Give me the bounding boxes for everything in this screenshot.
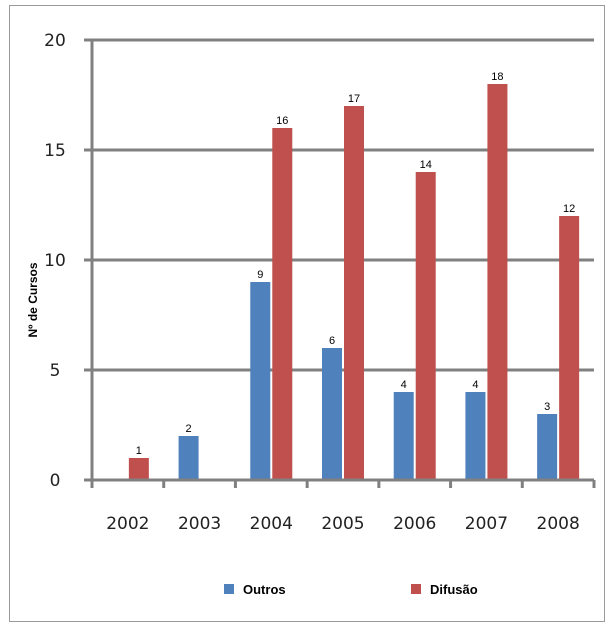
x-axis-ticks: 2002 2003 2004 2005 2006 2007 2008: [90, 480, 596, 534]
data-label: 6: [329, 335, 335, 347]
y-tick-label: 5: [50, 361, 61, 381]
bars: [128, 84, 580, 480]
bar-difusao: [559, 216, 580, 480]
bar-difusao: [344, 106, 364, 480]
legend: Outros Difusão: [224, 582, 478, 597]
y-tick-label: 0: [50, 471, 61, 491]
data-label: 9: [257, 269, 263, 281]
bar-outros: [393, 392, 414, 480]
legend-swatch-difusao: [411, 584, 421, 594]
y-axis-label: Nº de Cursos: [26, 262, 40, 337]
gridlines: [92, 38, 594, 372]
data-label: 4: [472, 379, 478, 391]
data-label: 14: [420, 159, 432, 171]
data-label: 18: [491, 71, 503, 83]
legend-label-difusao: Difusão: [430, 582, 478, 597]
data-label: 4: [401, 379, 407, 391]
data-label: 16: [276, 115, 288, 127]
data-label: 2: [186, 423, 192, 435]
y-axis-ticks: 0 5 10 15 20: [44, 31, 92, 491]
x-tick-label: 2004: [250, 514, 293, 534]
bar-difusao: [128, 458, 149, 480]
data-label: 3: [544, 401, 550, 413]
bar-outros: [465, 392, 486, 480]
x-tick-label: 2006: [393, 514, 436, 534]
legend-swatch-outros: [224, 584, 234, 594]
x-tick-label: 2005: [321, 514, 364, 534]
x-tick-label: 2002: [106, 514, 149, 534]
x-tick-label: 2008: [537, 514, 580, 534]
bar-difusao: [415, 172, 436, 480]
data-label: 17: [348, 93, 360, 105]
bar-outros: [537, 414, 558, 480]
data-label: 12: [563, 203, 575, 215]
bar-outros: [250, 282, 271, 480]
data-labels: 2 9 6 4 4 3 1 16 17 14 18 12: [136, 71, 575, 457]
bar-outros: [322, 348, 342, 480]
bar-difusao: [487, 84, 508, 480]
bar-outros: [178, 436, 199, 480]
legend-label-outros: Outros: [243, 582, 286, 597]
data-label: 1: [136, 445, 142, 457]
x-tick-label: 2007: [465, 514, 508, 534]
y-tick-label: 20: [44, 31, 66, 51]
y-tick-label: 10: [44, 251, 66, 271]
y-tick-label: 15: [44, 141, 66, 161]
bar-difusao: [272, 128, 293, 480]
axes: [90, 40, 594, 482]
x-tick-label: 2003: [178, 514, 221, 534]
